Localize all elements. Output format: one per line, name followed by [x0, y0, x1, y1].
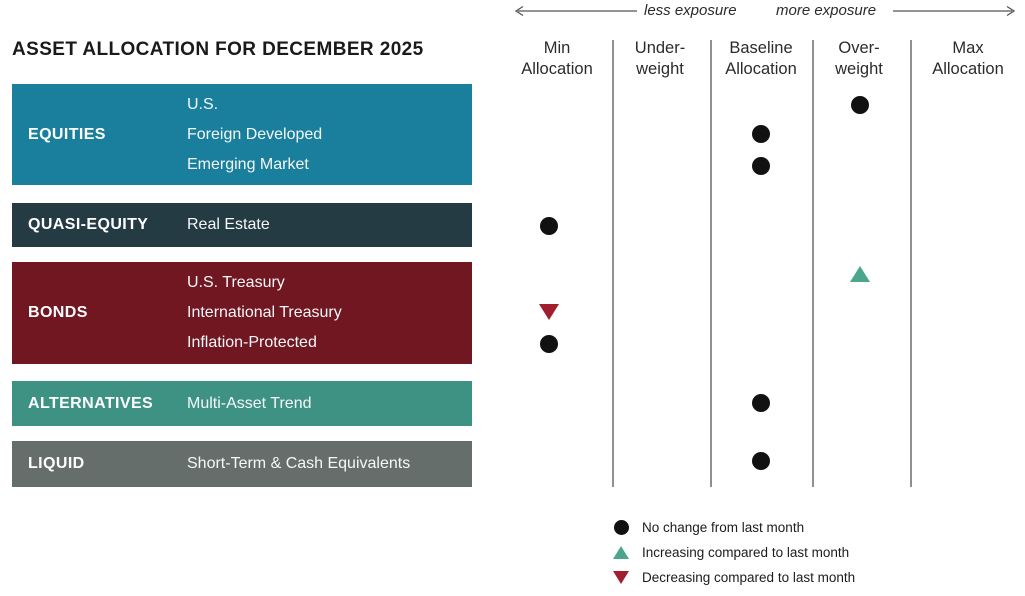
- column-divider: [910, 40, 912, 487]
- category-bar-liquid: LIQUID Short-Term & Cash Equivalents: [12, 441, 472, 487]
- category-label: BONDS: [28, 304, 88, 321]
- category-bar-bonds: BONDS U.S. Treasury International Treasu…: [12, 262, 472, 364]
- marker-triangle-down-international-treasury: [539, 304, 559, 320]
- category-items: U.S. Foreign Developed Emerging Market: [187, 90, 322, 180]
- asset-label: Foreign Developed: [187, 125, 323, 143]
- category-label: QUASI-EQUITY: [28, 216, 149, 233]
- legend-item-decreasing: Decreasing compared to last month: [610, 565, 855, 590]
- category-items: Real Estate: [187, 210, 270, 240]
- no-change-dot-icon: [610, 520, 632, 535]
- column-header-max-allocation: Max Allocation: [932, 39, 1004, 78]
- marker-dot-u-s: [851, 96, 869, 114]
- marker-dot-inflation-protected: [540, 335, 558, 353]
- column-divider: [710, 40, 712, 487]
- column-divider: [612, 40, 614, 487]
- category-items: Multi-Asset Trend: [187, 389, 311, 419]
- asset-label: Inflation-Protected: [187, 334, 317, 351]
- category-label: ALTERNATIVES: [28, 394, 154, 412]
- less-exposure-arrow: [514, 5, 637, 17]
- marker-triangle-up-u-s-treasury: [850, 266, 870, 282]
- more-exposure-arrow: [893, 5, 1016, 17]
- marker-dot-foreign-developed: [752, 125, 770, 143]
- legend-label: Decreasing compared to last month: [642, 570, 856, 585]
- legend-label: No change from last month: [642, 520, 805, 535]
- marker-dot-emerging-market: [752, 157, 770, 175]
- column-header-overweight: Over- weight: [835, 39, 883, 78]
- less-exposure-label: less exposure: [644, 2, 737, 19]
- category-items: Short-Term & Cash Equivalents: [187, 449, 410, 479]
- marker-dot-real-estate: [540, 217, 558, 235]
- legend-label: Increasing compared to last month: [642, 545, 850, 560]
- column-header-min-allocation: Min Allocation: [521, 39, 593, 78]
- asset-label: Short-Term & Cash Equivalents: [187, 455, 411, 472]
- page-title: ASSET ALLOCATION FOR DECEMBER 2025: [12, 38, 424, 60]
- asset-label: Multi-Asset Trend: [187, 394, 312, 412]
- category-bar-quasi-equity: QUASI-EQUITY Real Estate: [12, 203, 472, 247]
- legend-item-increasing: Increasing compared to last month: [610, 540, 855, 565]
- asset-label: U.S.: [187, 95, 219, 113]
- category-bar-alternatives: ALTERNATIVES Multi-Asset Trend: [12, 381, 472, 426]
- category-label: EQUITIES: [28, 125, 106, 143]
- category-label: LIQUID: [28, 455, 85, 472]
- marker-dot-short-term-cash-equivalents: [752, 452, 770, 470]
- column-header-underweight: Under- weight: [634, 39, 686, 78]
- asset-label: International Treasury: [187, 304, 342, 321]
- legend-item-no-change: No change from last month: [610, 515, 855, 540]
- legend: No change from last month Increasing com…: [610, 515, 855, 590]
- category-items: U.S. Treasury International Treasury Inf…: [187, 268, 342, 358]
- increasing-triangle-icon: [610, 546, 632, 559]
- asset-label: Emerging Market: [187, 155, 309, 173]
- column-header-baseline-allocation: Baseline Allocation: [725, 39, 797, 78]
- column-divider: [812, 40, 814, 487]
- asset-label: U.S. Treasury: [187, 274, 285, 291]
- more-exposure-label: more exposure: [776, 2, 877, 19]
- decreasing-triangle-icon: [610, 571, 632, 584]
- asset-label: Real Estate: [187, 216, 270, 233]
- category-bar-equities: EQUITIES U.S. Foreign Developed Emerging…: [12, 84, 472, 185]
- marker-dot-multi-asset-trend: [752, 394, 770, 412]
